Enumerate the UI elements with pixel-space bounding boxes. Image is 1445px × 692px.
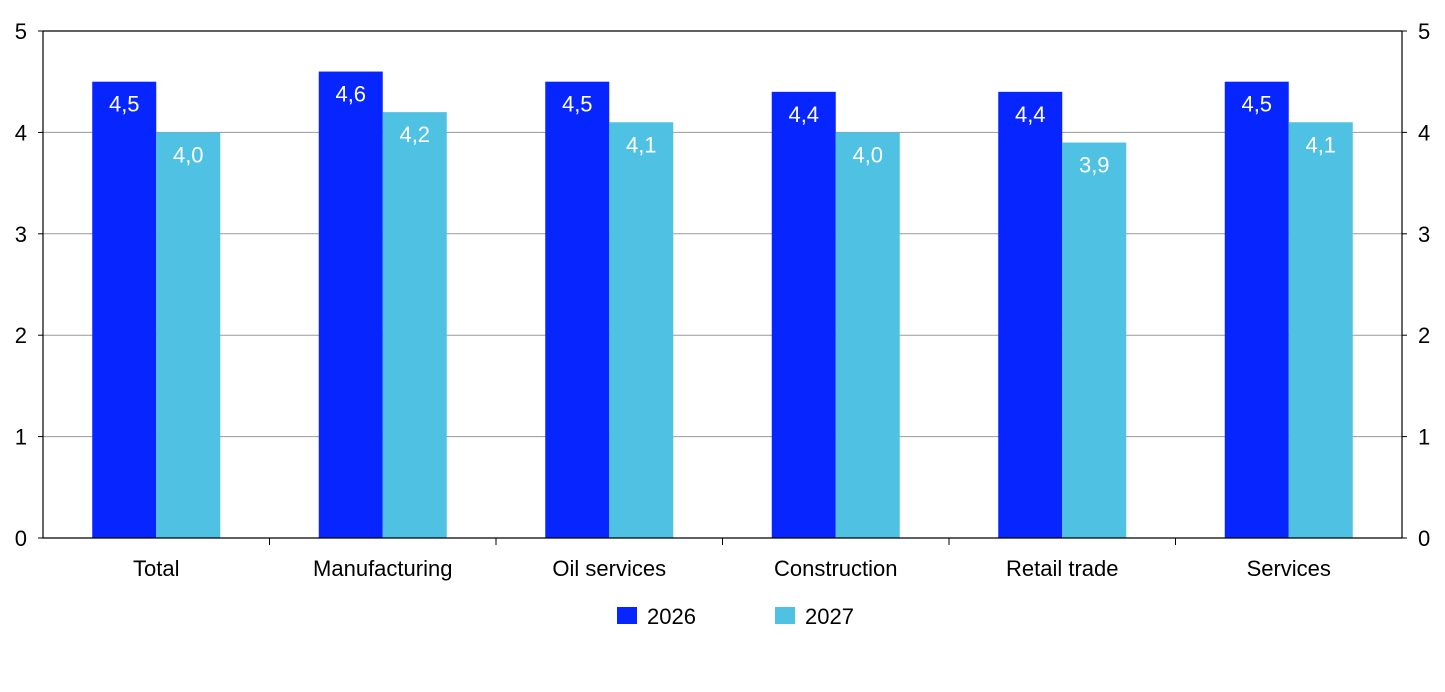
bar-2027 [1062, 142, 1127, 539]
data-label: 4,5 [562, 92, 593, 117]
x-category-label: Services [1247, 556, 1331, 581]
y-tick-label-right: 2 [1418, 323, 1430, 348]
data-label: 4,2 [399, 122, 430, 147]
legend-swatch-2027 [775, 607, 795, 624]
legend-swatch-2026 [617, 607, 637, 624]
y-tick-label-right: 1 [1418, 425, 1430, 450]
data-label: 4,5 [1241, 92, 1272, 117]
bar-2027 [382, 112, 447, 539]
data-label: 4,4 [788, 102, 819, 127]
y-axis-left: 0 1 2 3 4 5 [15, 19, 43, 551]
gridlines [43, 131, 1402, 438]
y-tick-label-left: 4 [15, 120, 27, 145]
data-label: 4,1 [1305, 132, 1336, 157]
legend: 2026 2027 [617, 604, 854, 629]
bar-2026 [998, 91, 1063, 538]
bar-2027 [156, 132, 221, 538]
y-tick-label-right: 5 [1418, 19, 1430, 44]
data-label: 4,0 [852, 142, 883, 167]
data-label: 4,1 [626, 132, 657, 157]
bar-2026 [318, 71, 383, 538]
y-tick-label-left: 1 [15, 425, 27, 450]
x-category-label: Total [133, 556, 179, 581]
x-category-label: Construction [774, 556, 898, 581]
data-label: 4,5 [109, 92, 140, 117]
y-tick-label-right: 4 [1418, 120, 1430, 145]
data-label: 4,4 [1015, 102, 1046, 127]
y-tick-label-left: 2 [15, 323, 27, 348]
data-label: 3,9 [1079, 153, 1110, 178]
bar-2026 [92, 81, 157, 538]
y-tick-label-left: 0 [15, 526, 27, 551]
y-tick-label-right: 3 [1418, 222, 1430, 247]
bar-2027 [835, 132, 900, 538]
plot-frame [42, 30, 1403, 539]
bar-2026 [1224, 81, 1289, 538]
data-label: 4,0 [173, 142, 204, 167]
bar-2026 [545, 81, 610, 538]
bar-2027 [609, 122, 674, 538]
data-labels: 4,5 4,0 4,6 4,2 4,5 4,1 4,4 4,0 4,4 3,9 4,5 4,1 [109, 82, 1336, 178]
legend-label: 2027 [805, 604, 854, 629]
x-category-label: Oil services [552, 556, 666, 581]
x-axis: Total Manufacturing Oil services Constructi… [133, 538, 1331, 581]
bars [92, 71, 1353, 539]
legend-label: 2026 [647, 604, 696, 629]
y-axis-right: 0 1 2 3 4 5 [1402, 19, 1430, 551]
data-label: 4,6 [335, 82, 366, 107]
x-category-label: Manufacturing [313, 556, 452, 581]
y-tick-label-left: 3 [15, 222, 27, 247]
y-tick-label-right: 0 [1418, 526, 1430, 551]
bar-2027 [1288, 122, 1353, 538]
y-tick-label-left: 5 [15, 19, 27, 44]
bar-2026 [771, 91, 836, 538]
x-category-label: Retail trade [1006, 556, 1119, 581]
